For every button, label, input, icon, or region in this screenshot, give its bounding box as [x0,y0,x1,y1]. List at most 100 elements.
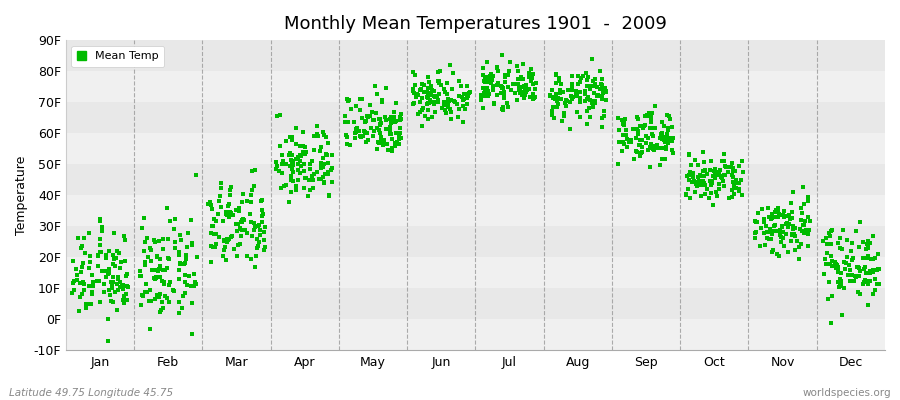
Point [305,174,320,180]
Bar [66,71,885,102]
Point [661,140,675,146]
Point [216,252,230,259]
Point [777,243,791,249]
Point [819,234,833,241]
Point [699,186,714,192]
Point [167,244,182,251]
Point [617,141,632,148]
Point [689,181,704,187]
Point [353,133,367,139]
Point [104,298,118,304]
Point [269,162,284,169]
Point [282,152,296,158]
Point [517,94,531,100]
Point [619,127,634,133]
Point [320,160,335,166]
Point [794,217,808,224]
Point [612,139,626,145]
Point [297,161,311,168]
Point [118,237,132,243]
Point [213,204,228,210]
Point [726,185,741,192]
Point [425,114,439,120]
Point [863,240,878,246]
Point [148,274,163,281]
Point [522,69,536,76]
Point [114,259,129,265]
Point [866,266,880,273]
Point [156,236,170,242]
Point [571,93,585,100]
Point [242,211,256,218]
Point [557,113,572,120]
Point [718,172,733,178]
Point [228,246,242,252]
Point [248,220,262,226]
Point [385,115,400,122]
Point [69,266,84,272]
Point [172,252,186,259]
Point [226,212,240,218]
Point [861,252,876,259]
Point [215,218,230,224]
Point [590,83,605,90]
Point [703,166,717,173]
Point [161,282,176,288]
Point [781,213,796,219]
Point [147,237,161,244]
Point [255,219,269,226]
Point [579,70,593,77]
Point [564,87,579,93]
Point [212,234,226,240]
Point [152,262,166,269]
Point [588,98,602,104]
Point [586,78,600,85]
Point [256,211,271,218]
Point [388,143,402,149]
Point [774,234,788,240]
Point [379,85,393,91]
Point [527,85,542,92]
Point [498,72,512,78]
Point [513,90,527,96]
Point [358,119,373,125]
Point [571,81,585,88]
Point [788,232,803,239]
Point [474,96,489,103]
Point [392,140,406,147]
Point [764,211,778,217]
Point [240,230,255,236]
Point [68,278,82,284]
Point [596,86,610,93]
Point [93,299,107,306]
Point [632,142,646,148]
Point [320,169,335,175]
Point [762,236,777,243]
Point [70,272,85,278]
Point [486,72,500,79]
Point [581,105,596,111]
Point [868,255,883,261]
Point [338,119,352,125]
Point [431,96,446,103]
Point [417,89,431,96]
Point [512,84,526,90]
Point [500,104,515,110]
Point [587,89,601,96]
Point [99,255,113,261]
Point [382,116,397,123]
Point [320,151,334,157]
Point [379,126,393,132]
Point [573,89,588,96]
Point [217,237,231,243]
Point [862,270,877,277]
Point [235,226,249,233]
Point [770,214,785,220]
Point [74,244,88,251]
Point [659,144,673,150]
Point [294,163,309,169]
Point [823,232,837,239]
Point [630,126,644,132]
Point [832,284,846,290]
Point [544,111,559,118]
